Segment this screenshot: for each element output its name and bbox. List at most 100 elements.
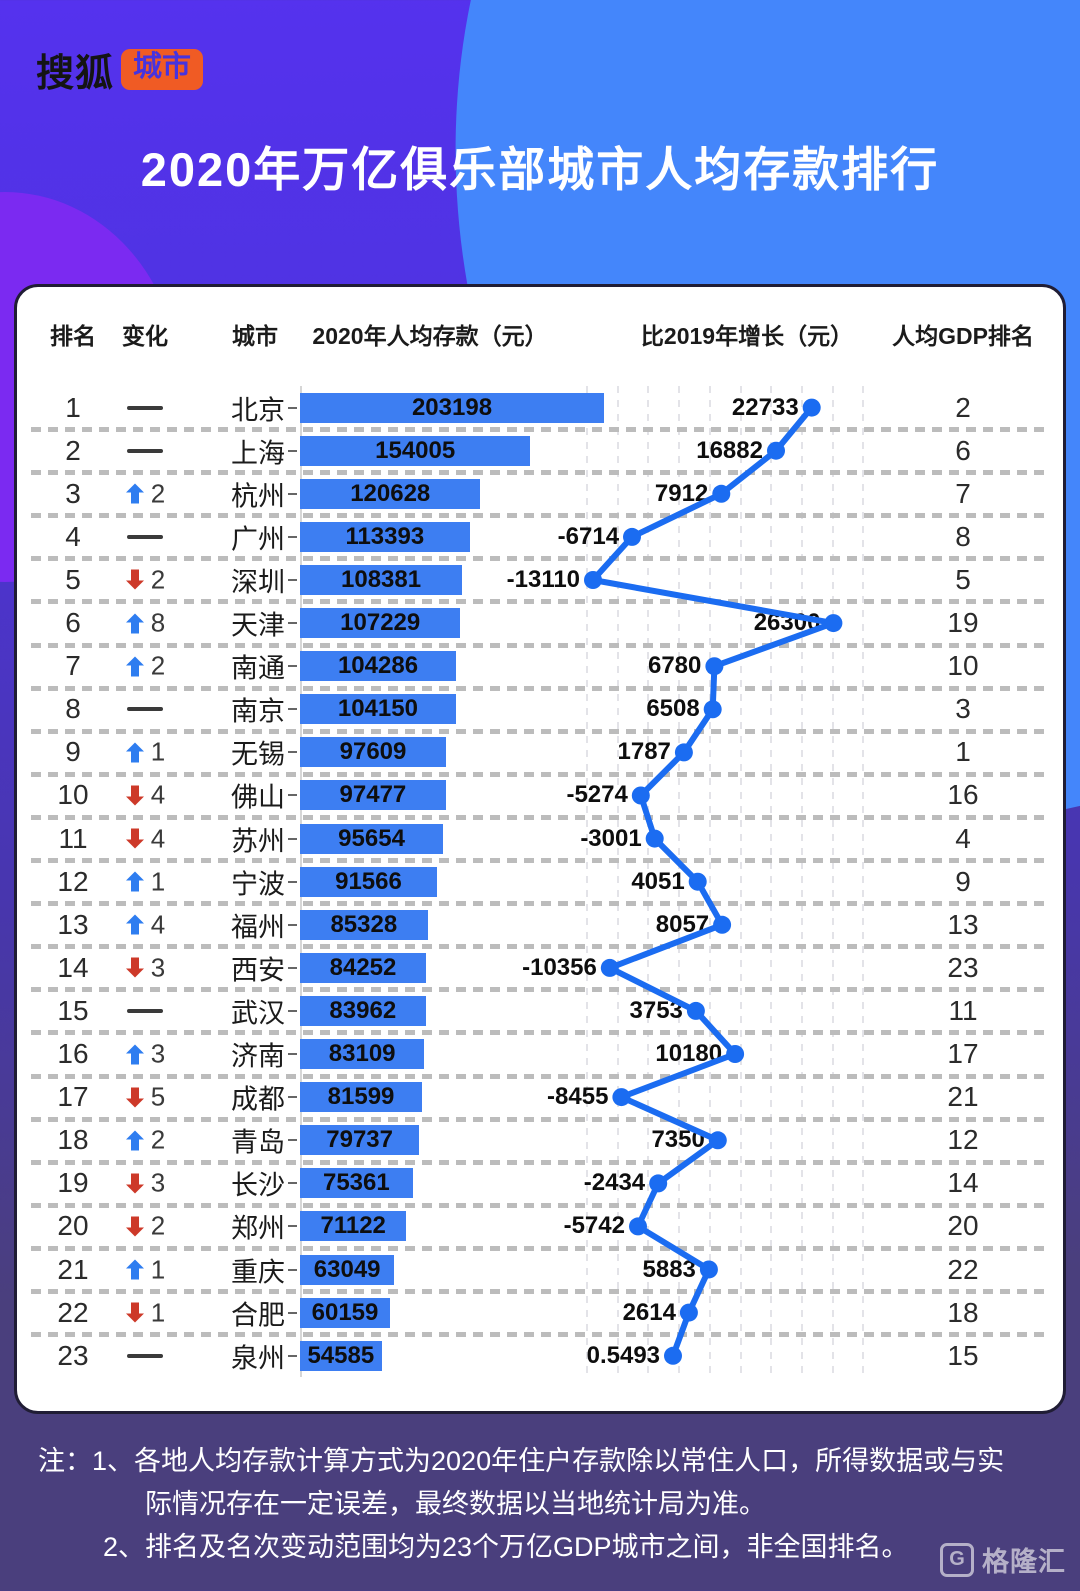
sohu-city-logo: 搜狐 城市 [36,42,204,97]
table-row: 9 1 无锡 97609 1787 1 [17,731,1063,777]
deposit-value: 97477 [339,781,407,809]
gdp-rank-cell: 21 [947,1081,979,1113]
rank-cell: 12 [57,865,89,897]
change-cell: 1 [105,866,185,897]
deposit-value: 104150 [337,695,418,723]
city-label: 无锡 [231,739,285,770]
gelonghui-watermark: G 格隆汇 [940,1540,1066,1579]
gdp-rank-cell: 17 [947,1038,979,1070]
rank-cell: 15 [57,994,89,1026]
row-separator [31,1289,1049,1295]
row-separator [31,1159,1049,1165]
growth-value: 6508 [646,695,700,723]
rank-cell: 1 [65,391,81,423]
gdp-rank-cell: 9 [955,865,971,897]
rank-cell: 21 [57,1253,89,1285]
table-row: 2 上海 154005 16882 6 [17,429,1063,476]
growth-value: 1787 [617,738,671,766]
change-amount: 2 [150,1124,166,1155]
change-cell: 2 [105,651,185,682]
city-label: 福州 [231,912,285,943]
deposit-value: 71122 [320,1212,386,1240]
deposit-bar: 154005 [300,435,531,466]
growth-value: -5742 [563,1212,625,1240]
footnote-line-2: 际情况存在一定误差，最终数据以当地统计局为准。 [145,1489,766,1519]
row-separator [31,771,1049,777]
city-label: 西安 [231,955,285,986]
table-row: 10 4 佛山 97477 -5274 16 [17,774,1063,820]
deposit-value: 107229 [340,609,421,637]
footnote-line-1: 注：1、各地人均存款计算方式为2020年住户存款除以常住人口，所得数据或与实 [38,1446,1005,1476]
deposit-value: 113393 [345,522,425,550]
rank-down-arrow-icon [125,785,144,806]
city-label: 南京 [231,696,285,727]
change-cell: 4 [105,823,185,854]
table-row: 18 2 青岛 79737 7350 12 [17,1119,1063,1165]
rank-cell: 18 [57,1124,89,1156]
rank-cell: 19 [57,1167,89,1199]
city-label: 重庆 [231,1257,285,1288]
city-axis-tick [288,578,297,581]
deposit-value: 108381 [341,565,422,593]
gelonghui-logo-icon: G [940,1542,974,1577]
no-change-dash-icon [127,1353,163,1358]
city-axis-tick [288,751,297,754]
deposit-bar: 104286 [300,651,457,682]
header-growth: 比2019年增长（元） [640,323,854,349]
no-change-dash-icon [127,534,163,539]
change-cell: 4 [105,909,185,940]
gelonghui-logo-text: 格隆汇 [982,1547,1066,1577]
change-amount: 3 [150,1167,166,1198]
no-change-dash-icon [127,1008,163,1013]
change-cell: 4 [105,780,185,811]
table-header-row: 排名 变化 城市 2020年人均存款（元） 比2019年增长（元） 人均GDP排… [17,317,1063,353]
sohu-logo-text: 搜狐 [36,53,115,95]
row-separator [31,642,1049,648]
table-row: 23 泉州 54585 0.5493 15 [17,1334,1063,1377]
growth-value: -10356 [522,953,597,981]
deposit-bar: 81599 [300,1082,423,1113]
rank-down-arrow-icon [125,1216,144,1237]
row-separator [31,685,1049,691]
city-axis-tick [288,622,297,625]
gdp-rank-cell: 16 [947,779,979,811]
deposit-bar: 54585 [300,1340,382,1371]
gdp-rank-cell: 2 [955,391,971,423]
change-cell: 1 [105,737,185,768]
deposit-bar: 95654 [300,823,444,854]
city-axis-tick [288,880,297,883]
growth-value: -6714 [557,522,620,550]
table-row: 3 2 杭州 120628 7912 7 [17,472,1063,519]
header-deposit: 2020年人均存款（元） [312,323,548,349]
city-label: 泉州 [231,1343,285,1374]
gridline [862,386,865,1377]
gdp-rank-cell: 10 [947,650,979,682]
deposit-bar: 113393 [300,521,470,552]
table-row: 1 北京 203198 22733 2 [17,386,1063,433]
city-axis-tick [288,1311,297,1314]
deposit-value: 91566 [335,867,402,895]
city-axis-tick [288,665,297,668]
city-axis-tick [288,535,297,538]
deposit-bar: 63049 [300,1254,395,1285]
city-axis-tick [288,406,297,409]
city-label: 济南 [231,1041,285,1072]
city-label: 成都 [231,1084,285,1115]
rank-cell: 20 [57,1210,89,1242]
change-amount: 2 [150,650,166,681]
change-amount: 3 [150,952,166,983]
deposit-value: 83962 [329,996,397,1024]
row-separator [31,599,1049,605]
deposit-value: 60159 [311,1298,379,1326]
row-separator [31,556,1049,562]
gdp-rank-cell: 3 [955,693,971,725]
deposit-value: 120628 [350,479,431,507]
city-label: 北京 [231,395,285,426]
gdp-rank-cell: 23 [947,951,979,983]
ranking-card: 排名 变化 城市 2020年人均存款（元） 比2019年增长（元） 人均GDP排… [14,284,1066,1414]
city-axis-tick [288,1225,297,1228]
change-cell [105,448,185,453]
rank-up-arrow-icon [125,742,144,763]
change-amount: 3 [150,1038,166,1069]
rank-cell: 5 [65,563,81,595]
